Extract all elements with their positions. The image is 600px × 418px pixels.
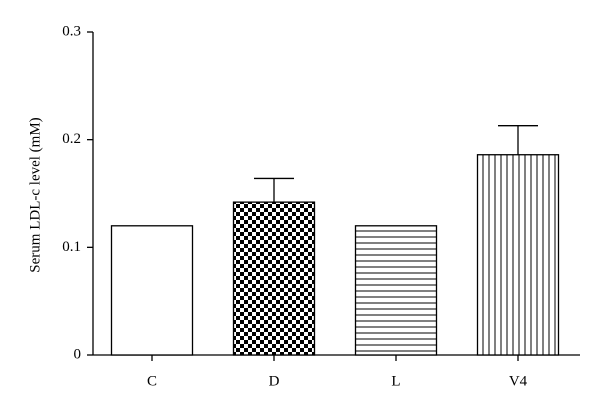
y-tick-label: 0 bbox=[74, 346, 82, 362]
bar bbox=[476, 154, 560, 356]
x-tick-label: L bbox=[391, 373, 400, 389]
x-tick-label: D bbox=[269, 373, 280, 389]
x-tick-label: C bbox=[147, 373, 157, 389]
y-tick-label: 0.1 bbox=[62, 239, 81, 255]
bar bbox=[354, 225, 438, 356]
y-axis-label: Serum LDL-c level (mM) bbox=[27, 117, 43, 272]
bar bbox=[232, 201, 316, 356]
x-tick-label: V4 bbox=[509, 373, 528, 389]
y-tick-label: 0.3 bbox=[62, 23, 81, 39]
bar bbox=[110, 225, 194, 356]
y-tick-label: 0.2 bbox=[62, 131, 81, 147]
